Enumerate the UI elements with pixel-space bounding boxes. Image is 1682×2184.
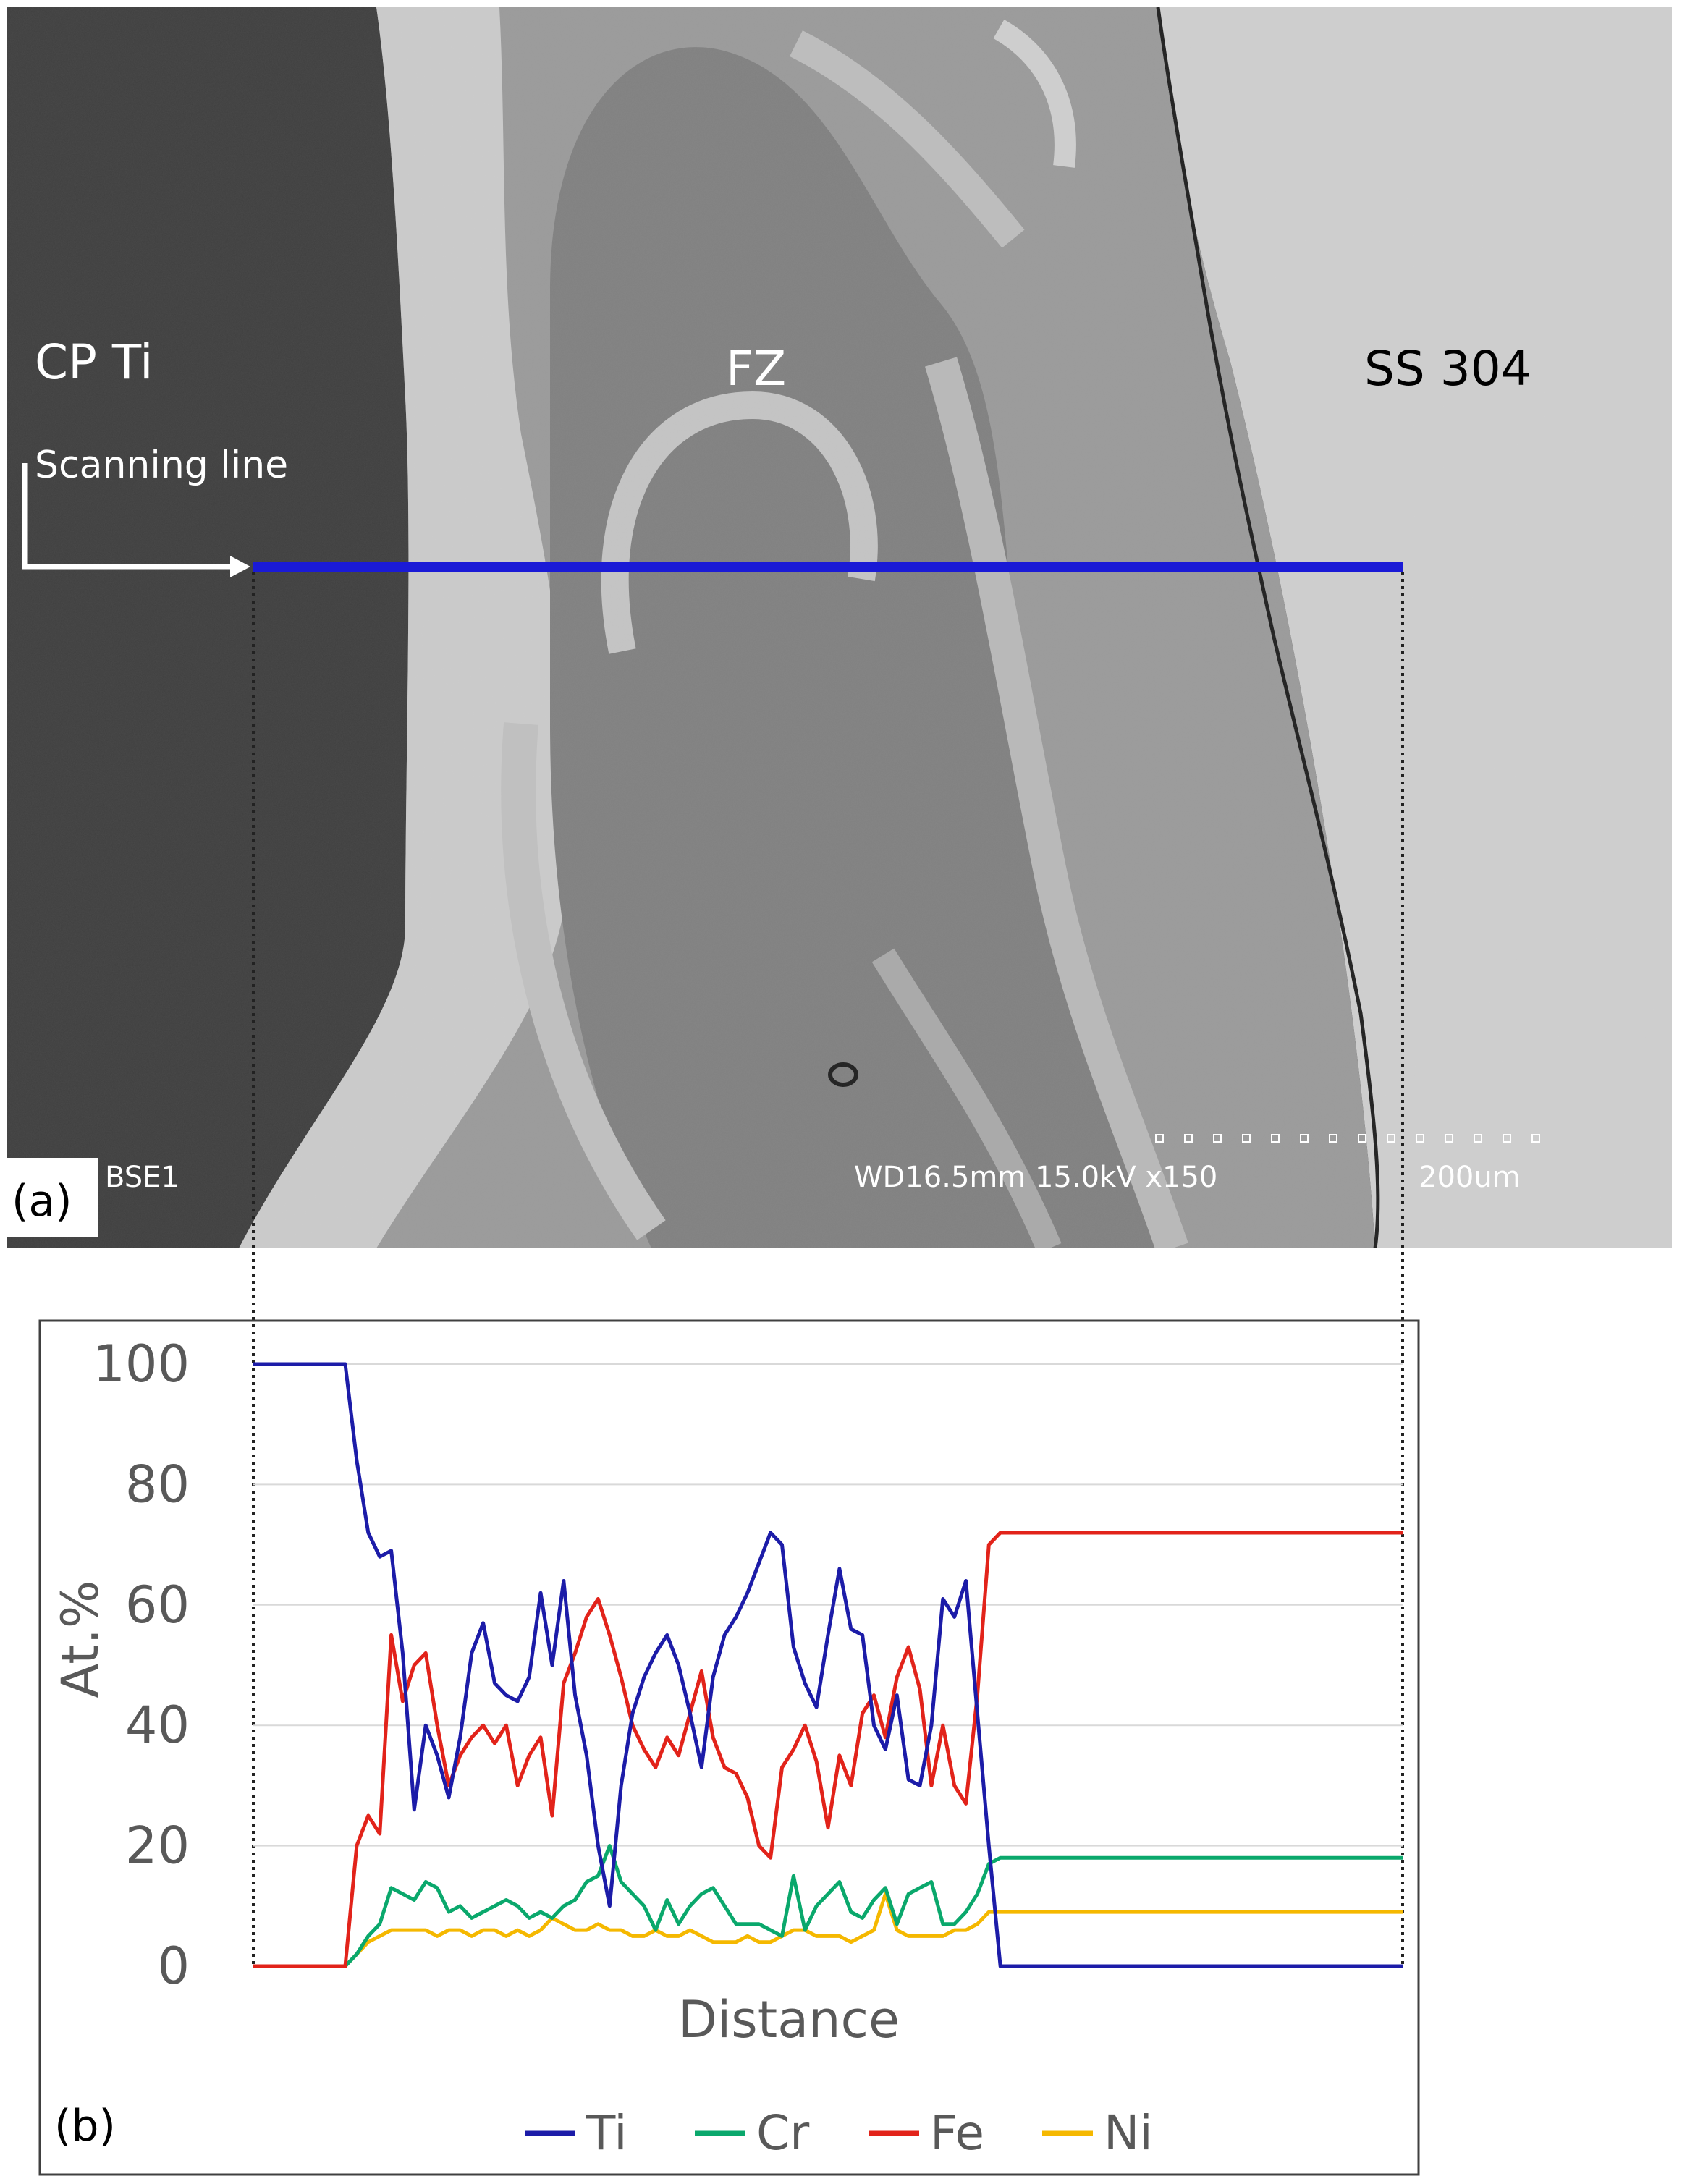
panel-a-label-box — [7, 1158, 98, 1237]
chart-frame — [38, 1319, 1420, 2176]
panel-b-label: (b) — [54, 2101, 116, 2151]
y-tick-label-40: 40 — [125, 1696, 190, 1755]
sem-info-bar: WD16.5mm 15.0kV x150 — [854, 1161, 1217, 1194]
y-tick-label-0: 0 — [157, 1937, 190, 1996]
series-line-ni — [253, 1892, 1403, 1968]
sem-micrograph — [7, 7, 1672, 1248]
series-line-ti — [253, 1362, 1403, 1968]
legend-label-ni: Ni — [1104, 2105, 1153, 2161]
legend-label-cr: Cr — [756, 2105, 810, 2161]
scanning-line-arrow — [22, 463, 230, 570]
y-tick-label-80: 80 — [125, 1455, 190, 1514]
series-line-fe — [253, 1531, 1403, 1968]
region-label-cp-ti: CP Ti — [35, 334, 153, 390]
series-line-cr — [253, 1844, 1403, 1968]
region-label-fz: FZ — [726, 341, 786, 397]
legend-label-fe: Fe — [930, 2105, 984, 2161]
scale-bar-dots — [1155, 1134, 1540, 1143]
arrow-head-icon — [230, 556, 250, 577]
legend-label-ti: Ti — [586, 2105, 627, 2161]
chart-legend: Ti Cr Fe Ni — [525, 2105, 1153, 2161]
y-axis-label: At.% — [51, 1580, 110, 1698]
region-label-ss304: SS 304 — [1364, 341, 1531, 397]
y-tick-label-100: 100 — [93, 1334, 190, 1394]
x-axis-label: Distance — [678, 1990, 900, 2049]
y-tick-label-60: 60 — [125, 1575, 190, 1635]
scale-bar-label: 200um — [1419, 1161, 1521, 1194]
detector-label: BSE1 — [105, 1161, 179, 1194]
panel-a-label: (a) — [12, 1176, 72, 1227]
y-tick-label-20: 20 — [125, 1816, 190, 1876]
line-chart: 0 20 40 60 80 100 — [93, 1334, 1403, 1996]
sem-labels: CP Ti FZ SS 304 Scanning line (a) BSE1 W… — [7, 334, 1540, 1237]
scanning-line-label: Scanning line — [35, 444, 288, 487]
